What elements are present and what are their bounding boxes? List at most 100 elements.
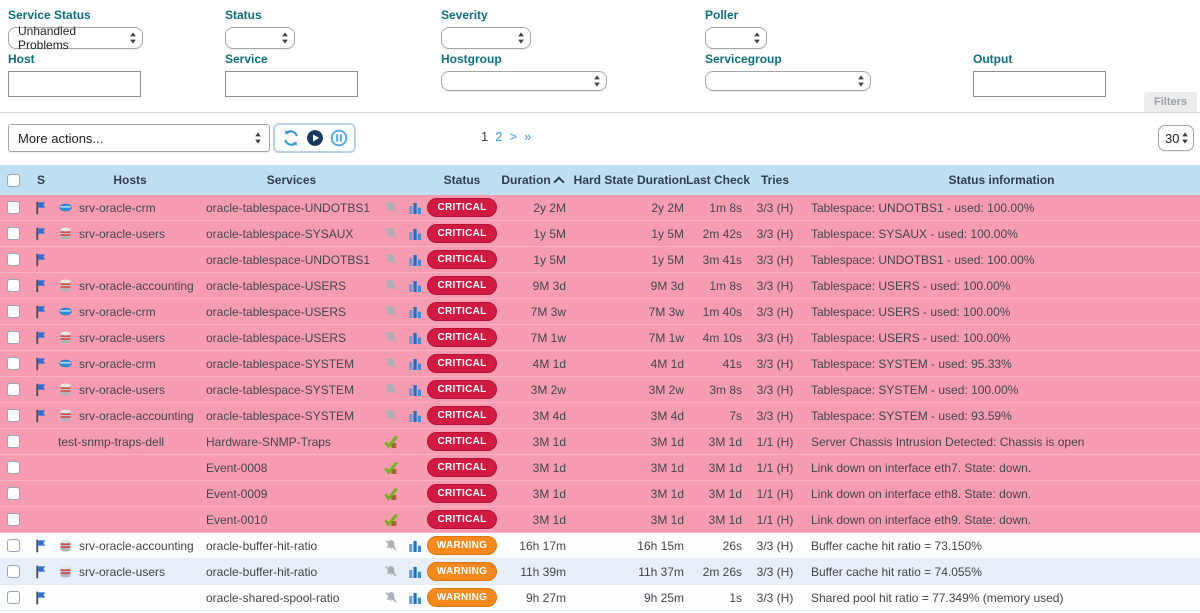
service-link[interactable]: oracle-tablespace-SYSTEM [206,382,355,397]
column-header-services[interactable]: Services [204,173,379,187]
pagination-link[interactable]: > [509,129,518,144]
row-checkbox[interactable] [7,487,20,500]
more-actions-select[interactable]: More actions... [8,124,270,152]
row-checkbox[interactable] [7,227,20,240]
duration-cell: 3M 1d [532,460,566,475]
hard-state-duration-cell: 4M 1d [650,356,684,371]
row-checkbox[interactable] [7,357,20,370]
performance-graph-icon [407,278,423,294]
page-size-select[interactable]: 30 [1158,125,1194,151]
status-information-cell: Shared pool hit ratio = 77.349% (memory … [811,590,1064,605]
row-checkbox[interactable] [7,591,20,604]
database-host-icon [58,226,73,241]
table-row: srv-oracle-users oracle-tablespace-SYSAUX… [0,221,1200,247]
service-cell: oracle-shared-spool-ratio [204,591,379,605]
host-cell: srv-oracle-users [56,226,204,241]
table-row: srv-oracle-crm oracle-tablespace-SYSTEM CR… [0,351,1200,377]
row-state-cell [26,226,56,242]
column-header-hosts[interactable]: Hosts [56,173,204,187]
service-link[interactable]: oracle-tablespace-USERS [206,278,347,293]
tries-cell: 3/3 (H) [756,408,794,423]
notifications-muted-icon [383,538,399,554]
host-link[interactable]: srv-oracle-users [79,226,166,241]
performance-graph-icon [407,564,423,580]
row-checkbox[interactable] [7,383,20,396]
column-header-duration[interactable]: Duration [493,173,571,188]
host-link[interactable]: srv-oracle-users [79,330,166,345]
service-link[interactable]: Event-0008 [206,460,268,475]
filter-output: Output [973,52,1106,97]
host-link[interactable]: srv-oracle-accounting [79,278,194,293]
service-link[interactable]: Event-0010 [206,512,268,527]
pagination-link[interactable]: » [524,129,532,144]
host-link[interactable]: srv-oracle-users [79,382,166,397]
row-checkbox[interactable] [7,201,20,214]
row-checkbox[interactable] [7,461,20,474]
service-cell: oracle-tablespace-USERS [204,305,379,319]
severity-select[interactable] [441,27,531,49]
row-checkbox[interactable] [7,435,20,448]
status-cell: CRITICAL [427,328,497,347]
filter-service: Service [225,52,358,97]
row-checkbox[interactable] [7,331,20,344]
column-header-info[interactable]: Status information [803,173,1200,187]
column-header-tries[interactable]: Tries [747,173,803,187]
status-badge: CRITICAL [427,406,497,425]
hostgroup-select[interactable] [441,71,607,91]
service-link[interactable]: oracle-buffer-hit-ratio [206,538,318,553]
host-link[interactable]: srv-oracle-crm [79,356,156,371]
host-link[interactable]: test-snmp-traps-dell [58,434,165,449]
service-icons-cell [379,278,431,294]
status-cell: WARNING [426,562,498,581]
pagination-link[interactable]: 2 [495,129,503,144]
row-checkbox[interactable] [7,305,20,318]
host-link[interactable]: srv-oracle-crm [79,200,156,215]
row-checkbox[interactable] [7,565,20,578]
service-link[interactable]: oracle-tablespace-SYSTEM [206,408,355,423]
service-status-select[interactable]: Unhandled Problems [8,24,143,52]
column-header-s[interactable]: S [26,173,56,187]
servicegroup-label: Servicegroup [705,52,782,66]
status-select[interactable] [225,27,295,49]
service-link[interactable]: oracle-tablespace-UNDOTBS1 [206,200,371,215]
service-link[interactable]: oracle-tablespace-USERS [206,330,347,345]
row-checkbox[interactable] [7,253,20,266]
status-information-cell: Link down on interface eth9. State: down… [811,512,1032,527]
pause-button[interactable] [328,128,349,149]
play-button[interactable] [304,128,325,149]
host-link[interactable]: srv-oracle-accounting [79,408,194,423]
service-link[interactable]: Event-0009 [206,486,268,501]
filters-button[interactable]: Filters [1143,92,1197,112]
host-input[interactable] [8,71,141,97]
tries-cell: 1/1 (H) [756,434,794,449]
select-arrows-icon [254,131,262,145]
service-input[interactable] [225,71,358,97]
host-link[interactable]: srv-oracle-users [79,564,166,579]
row-checkbox[interactable] [7,513,20,526]
service-link[interactable]: oracle-tablespace-USERS [206,304,347,319]
column-header-hard[interactable]: Hard State Duration [571,173,689,187]
column-header-last[interactable]: Last Check [686,173,750,187]
host-link[interactable]: srv-oracle-accounting [79,538,194,553]
notifications-muted-icon [383,330,399,346]
row-checkbox[interactable] [7,539,20,552]
output-input[interactable] [973,71,1106,97]
service-link[interactable]: Hardware-SNMP-Traps [206,434,331,449]
column-header-status[interactable]: Status [431,173,493,187]
row-checkbox[interactable] [7,409,20,422]
service-link[interactable]: oracle-shared-spool-ratio [206,590,340,605]
hard-state-duration-cell: 1y 5M [651,252,684,267]
service-link[interactable]: oracle-buffer-hit-ratio [206,564,318,579]
refresh-button[interactable] [280,128,301,149]
poller-select[interactable] [705,27,767,49]
service-link[interactable]: oracle-tablespace-UNDOTBS1 [206,252,371,267]
select-all-checkbox[interactable] [7,173,20,187]
host-link[interactable]: srv-oracle-crm [79,304,156,319]
service-link[interactable]: oracle-tablespace-SYSAUX [206,226,354,241]
service-cell: oracle-tablespace-SYSAUX [204,227,379,241]
row-state-cell [26,330,56,346]
row-checkbox[interactable] [7,279,20,292]
performance-graph-icon [407,226,423,242]
servicegroup-select[interactable] [705,71,871,91]
service-link[interactable]: oracle-tablespace-SYSTEM [206,356,355,371]
